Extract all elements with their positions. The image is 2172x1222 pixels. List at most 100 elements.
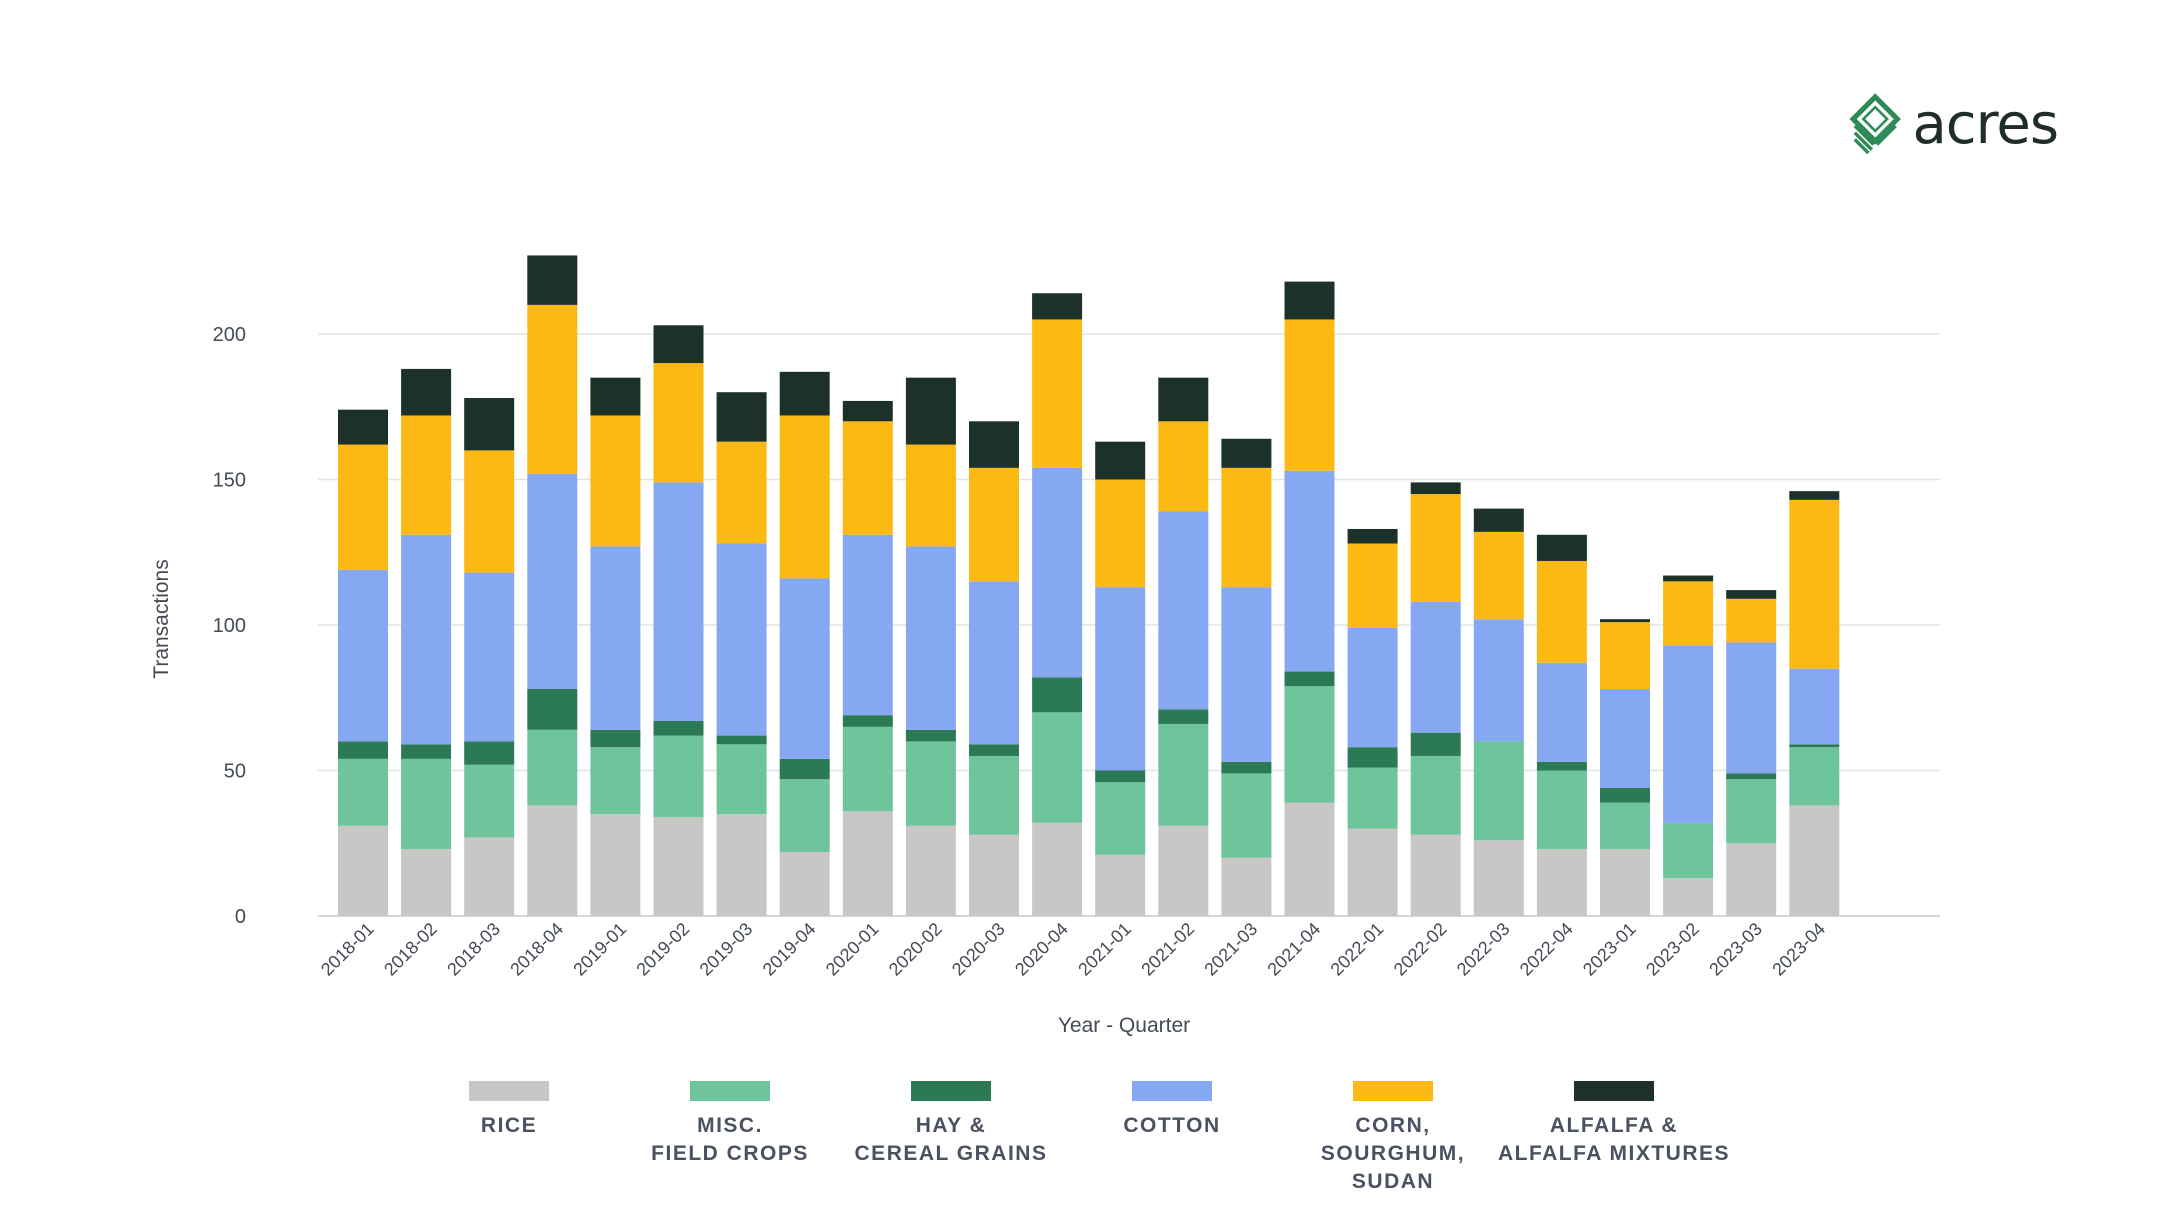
bar-segment [716, 543, 767, 736]
bar-segment [338, 825, 388, 916]
bar-segment [1789, 491, 1840, 500]
bar-segment [590, 747, 641, 815]
bar-segment [1663, 878, 1714, 916]
x-tick-label: 2019-02 [632, 919, 693, 980]
bar-segment [1284, 802, 1335, 916]
bar-segment [905, 444, 956, 547]
x-tick-label: 2021-01 [1074, 919, 1135, 980]
bar-segment [590, 729, 641, 748]
legend: RICE MISC. FIELD CROPS HAY & CEREAL GRAINS CO… [469, 1081, 1729, 1193]
bar-segment [1158, 421, 1209, 512]
x-tick-label: 2021-03 [1200, 919, 1261, 980]
bar-segment [1410, 834, 1461, 916]
bar-segment [401, 534, 452, 745]
bar-segment [653, 817, 704, 916]
bar-segment [779, 779, 830, 852]
x-axis-ticks: 2018-01 2018-02 2018-03 2018-04 2019-01 2019-… [317, 919, 1829, 980]
bar-segment [1347, 747, 1398, 768]
bar-segment [905, 825, 956, 916]
bar-segment [653, 363, 704, 483]
bar-segment [590, 377, 641, 416]
bar-segment [1600, 849, 1650, 916]
bar-segment [401, 849, 452, 916]
bar-segment [1284, 281, 1335, 320]
bar-segment [1158, 377, 1209, 422]
bar-segment [1284, 671, 1335, 687]
bar-segment [1347, 627, 1398, 748]
bar-segment [1726, 779, 1777, 844]
bar-segment [1221, 587, 1272, 762]
bar-segment [1221, 467, 1272, 588]
bar-stacks [338, 255, 1840, 916]
bar-segment [716, 735, 767, 745]
x-tick-label: 2018-02 [380, 919, 441, 980]
bar-segment [464, 398, 515, 451]
bar-segment [1347, 528, 1398, 544]
bar-segment [716, 814, 767, 916]
bar-segment [1221, 761, 1272, 774]
bar-segment [338, 758, 388, 826]
bar-segment [1726, 642, 1777, 774]
bar-segment [464, 764, 515, 838]
bar-segment [527, 805, 578, 916]
bar-segment [1158, 709, 1209, 724]
x-tick-label: 2023-02 [1642, 919, 1703, 980]
bar-segment [653, 325, 704, 364]
bar-segment [969, 467, 1019, 582]
bar-segment [842, 715, 893, 727]
bar-segment [464, 450, 515, 573]
bar-segment [1221, 857, 1272, 916]
bar-segment [527, 729, 578, 806]
bar-segment [842, 534, 893, 716]
legend-label: HAY & [916, 1114, 987, 1137]
legend-swatch [469, 1081, 549, 1101]
bar-segment [1032, 319, 1083, 468]
bar-segment [338, 569, 388, 742]
y-tick-label: 50 [224, 761, 246, 783]
bar-segment [1158, 723, 1209, 826]
bar-segment [1284, 470, 1335, 672]
bar-segment [527, 473, 578, 690]
bar-segment [1032, 293, 1083, 320]
bar-segment [464, 572, 515, 742]
bar-segment [969, 421, 1019, 468]
x-tick-label: 2020-01 [822, 919, 883, 980]
bar-segment [1221, 438, 1272, 468]
bar-segment [1095, 854, 1146, 916]
x-tick-label: 2022-03 [1453, 919, 1514, 980]
bar-segment [1473, 531, 1524, 620]
bar-segment [590, 814, 641, 916]
bar-segment [779, 415, 830, 579]
y-tick-label: 200 [213, 324, 246, 346]
x-tick-label: 2023-04 [1768, 919, 1829, 980]
bar-segment [1095, 441, 1146, 480]
bar-segment [1536, 770, 1587, 850]
bar-segment [653, 735, 704, 818]
bar-segment [1536, 534, 1587, 561]
bar-segment [779, 758, 830, 780]
bar-segment [1095, 770, 1146, 783]
bar-segment [1095, 587, 1146, 771]
x-tick-label: 2018-03 [443, 919, 504, 980]
bar-segment [653, 482, 704, 722]
legend-label: CEREAL GRAINS [855, 1142, 1048, 1165]
legend-swatch [1132, 1081, 1212, 1101]
x-tick-label: 2018-04 [506, 919, 567, 980]
bar-segment [1663, 581, 1714, 646]
x-tick-label: 2020-02 [885, 919, 946, 980]
legend-swatch [1353, 1081, 1433, 1101]
x-tick-label: 2021-04 [1263, 919, 1324, 980]
x-tick-label: 2022-04 [1516, 919, 1577, 980]
bar-segment [1536, 849, 1587, 916]
bar-segment [716, 392, 767, 442]
x-tick-label: 2018-01 [317, 919, 378, 980]
legend-label: CORN, [1355, 1114, 1430, 1137]
x-tick-label: 2021-02 [1137, 919, 1198, 980]
bar-segment [1032, 822, 1083, 916]
bar-segment [969, 834, 1019, 916]
legend-swatch [1574, 1081, 1654, 1101]
bar-segment [1789, 668, 1840, 745]
bar-segment [1347, 767, 1398, 829]
x-tick-label: 2019-04 [759, 919, 820, 980]
